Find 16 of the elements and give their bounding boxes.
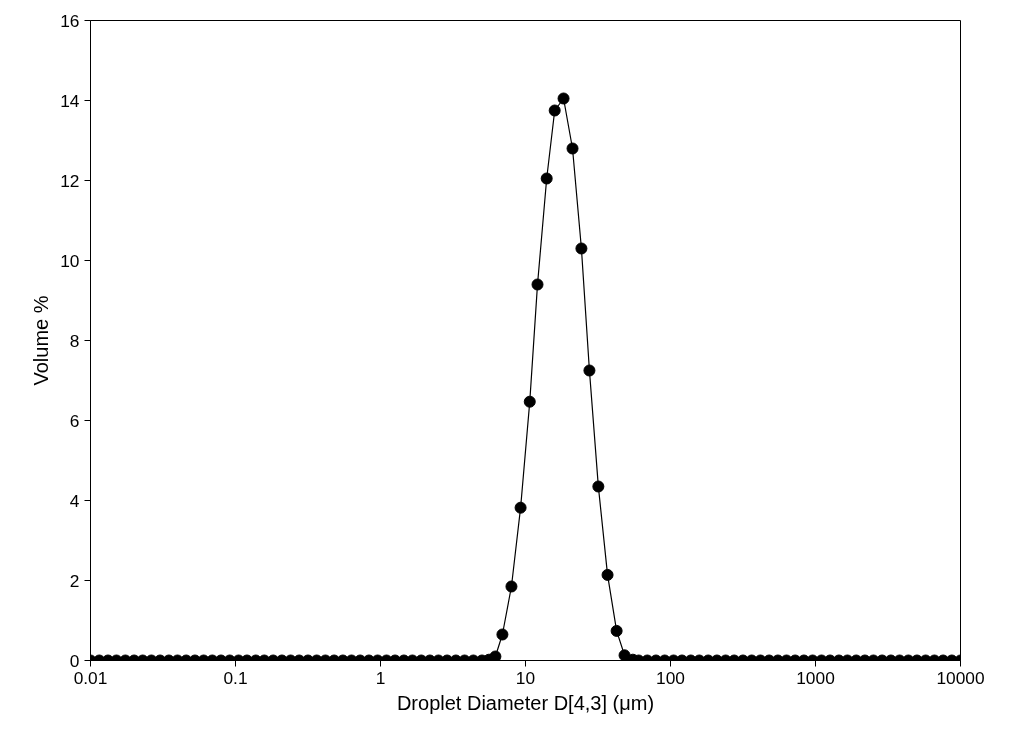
- x-axis-title: Droplet Diameter D[4,3] (μm): [396, 691, 655, 714]
- x-tick-label: 10000: [936, 667, 985, 688]
- x-tick-label: 1000: [796, 667, 835, 688]
- y-tick-label: 6: [69, 410, 80, 431]
- y-tick-label: 10: [60, 250, 80, 271]
- y-tick-label: 14: [60, 90, 80, 111]
- y-axis-title: Volume %: [30, 295, 53, 386]
- y-tick-label: 12: [60, 170, 80, 191]
- y-tick-label: 2: [69, 570, 80, 591]
- x-tick-label: 100: [656, 667, 685, 688]
- x-tick-label: 10: [515, 667, 536, 688]
- y-tick-label: 16: [60, 10, 80, 31]
- y-tick-label: 4: [69, 490, 80, 511]
- y-tick-label: 8: [69, 330, 80, 351]
- x-tick-label: 0.1: [223, 667, 248, 688]
- x-tick-label: 1: [375, 667, 386, 688]
